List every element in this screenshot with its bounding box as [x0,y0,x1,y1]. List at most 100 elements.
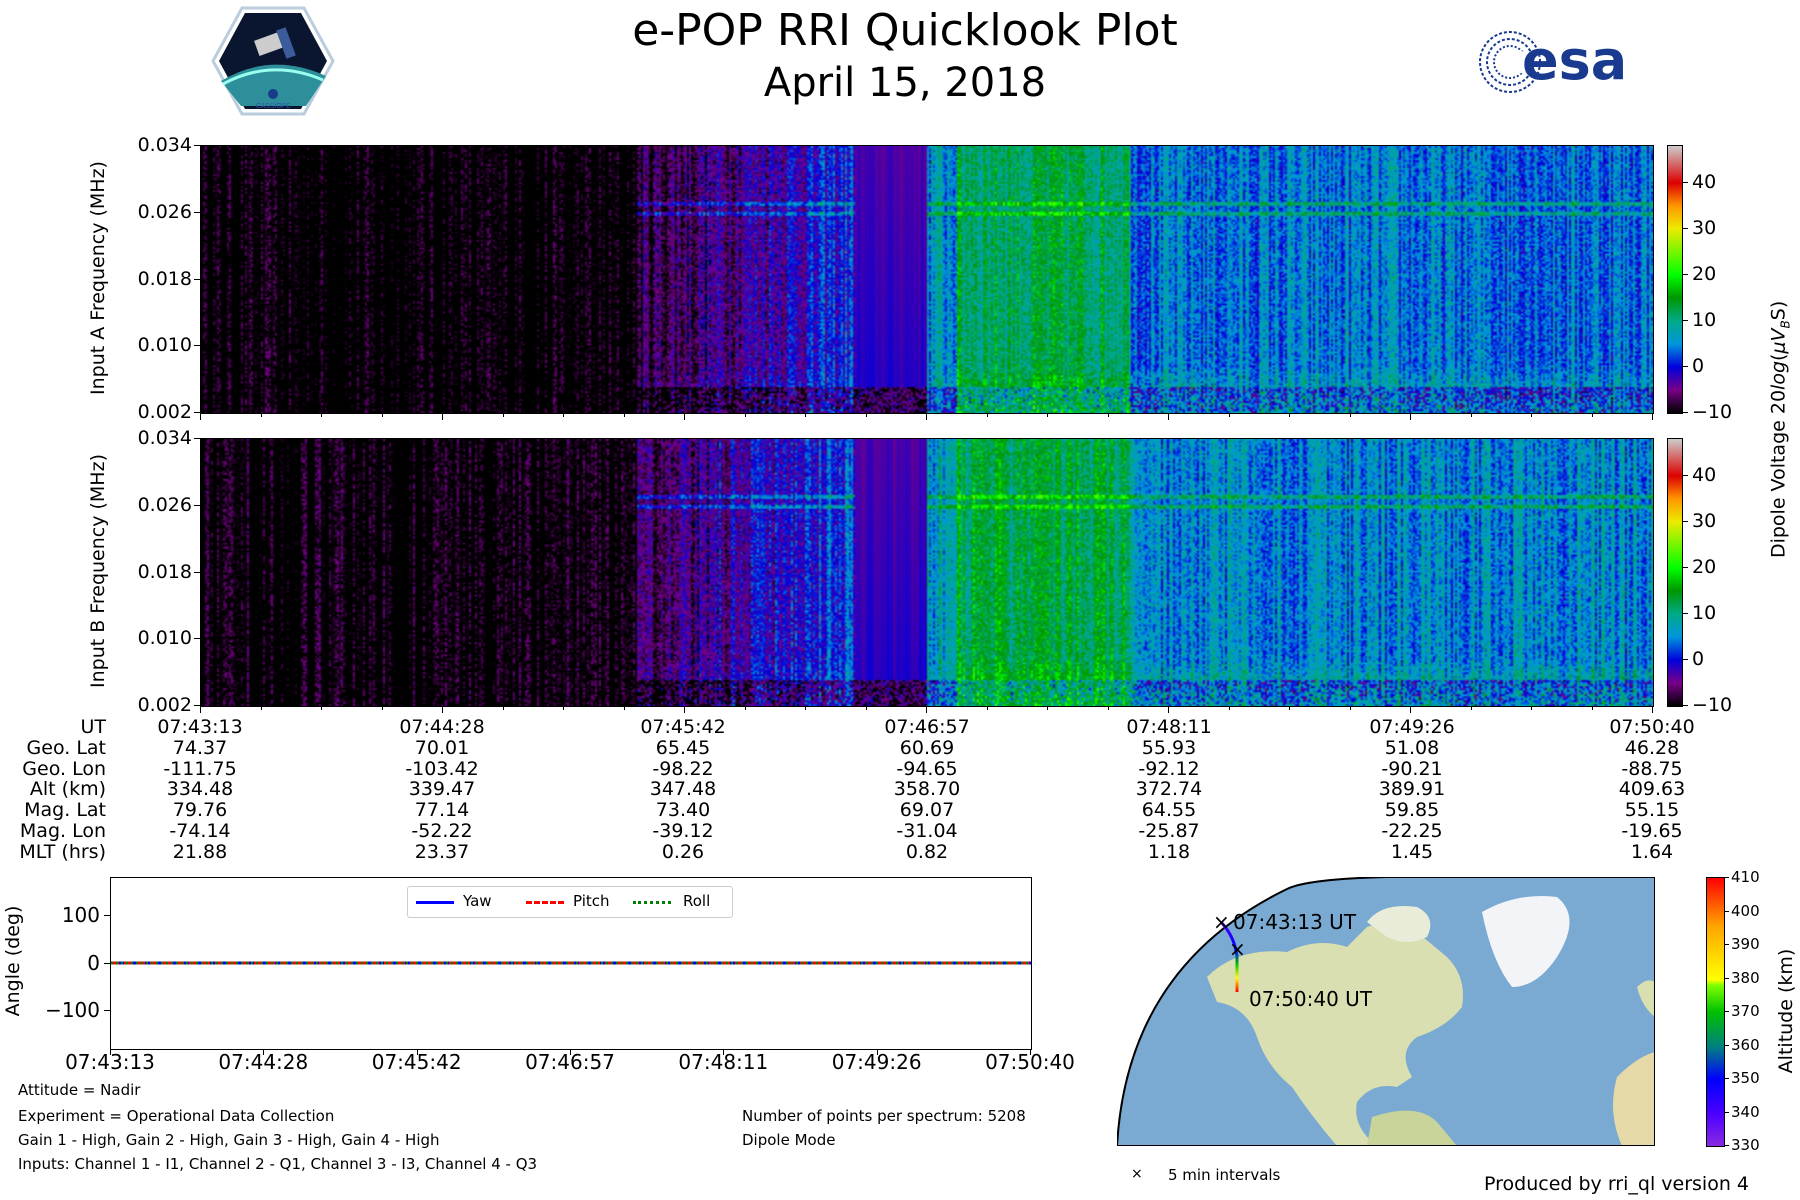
colorbar-tick-label: 40 [1692,170,1717,193]
altitude-tick-mark [1725,1078,1729,1079]
xtick-mark [1531,706,1532,710]
altitude-tick-mark [1725,944,1729,945]
yaw-legend-label: Yaw [463,892,492,910]
xtick-mark [442,413,443,420]
attitude-ytick-label: −100 [45,998,100,1022]
colorbar-tick-mark [1683,273,1688,275]
attitude-xtick-label: 07:49:26 [831,1050,922,1074]
xtick-mark [1591,413,1593,417]
xtick-mark [321,413,322,417]
colorbar-tick-label: 40 [1692,463,1717,486]
table-cell: 23.37 [414,840,470,863]
colorbar-tick-label: 20 [1692,262,1717,285]
spectrogram-a-ylabel: Input A Frequency (MHz) [87,161,109,395]
table-cell: 46.28 [1624,736,1680,759]
colorbar-tick-mark [1683,612,1688,614]
xtick-mark [805,706,806,710]
colorbar-tick-label: −10 [1692,694,1733,716]
pitch-legend-swatch [526,901,564,904]
xtick-mark [1228,706,1230,710]
xtick-mark [200,413,201,420]
colorbar-tick-mark [1683,412,1688,413]
table-row-label: UT [80,716,106,738]
ytick-mark [194,145,200,146]
xtick-mark [381,706,383,710]
xtick-mark [986,413,988,417]
spectrogram-input-b [200,438,1654,707]
table-cell: -88.75 [1621,757,1683,780]
europe [1637,980,1655,1017]
xtick-mark [260,413,262,417]
spectrogram-ytick-label: 0.018 [137,560,192,583]
table-cell: -39.12 [652,820,714,842]
colorbar-tick-mark [1683,658,1688,660]
xtick-mark [1470,413,1472,417]
plot-date: April 15, 2018 [763,60,1047,106]
altitude-tick-label: 350 [1731,1069,1760,1087]
table-cell: 339.47 [408,778,476,801]
table-cell: 51.08 [1384,736,1440,759]
spectrogram-ytick-label: 0.010 [137,627,192,650]
altitude-colorbar-label: Altitude (km) [1775,948,1797,1074]
xtick-mark [805,413,806,417]
colorbar-label-text: Dipole Voltage 20log(μVBS) [1767,300,1793,559]
xtick-mark [744,706,746,710]
table-cell: 1.18 [1147,840,1191,863]
colorbar-tick-mark [1683,365,1688,367]
xtick-mark [986,706,988,710]
ytick-mark [194,278,200,280]
spectrogram-ytick-label: 0.002 [137,401,192,423]
attitude-ytick-mark [104,962,110,964]
table-cell: 07:45:42 [640,716,726,738]
xtick-mark [926,706,927,713]
attitude-ytick-mark [104,1010,110,1011]
altitude-tick-mark [1725,1145,1729,1146]
xtick-mark [1107,706,1109,710]
attitude-plot: Yaw Pitch Roll [110,877,1032,1050]
spectrogram-ytick-label: 0.026 [137,200,192,223]
xtick-mark [623,706,625,710]
attitude-xtick-mark [570,1049,571,1055]
colorbar-tick-mark [1683,705,1688,706]
xtick-mark [1531,413,1532,417]
table-cell: -22.25 [1381,820,1443,842]
table-cell: 0.26 [661,840,705,863]
attitude-mode-text: Attitude = Nadir [18,1081,141,1099]
gains-text: Gain 1 - High, Gain 2 - High, Gain 3 - H… [18,1131,440,1149]
attitude-xtick-label: 07:45:42 [371,1050,462,1074]
altitude-tick-mark [1725,910,1729,912]
altitude-tick-label: 330 [1731,1136,1760,1154]
xtick-mark [1652,413,1653,420]
ytick-mark [194,345,200,347]
colorbar-tick-mark [1683,227,1688,229]
table-cell: 77.14 [414,799,470,822]
table-row-label: Mag. Lat [24,799,106,822]
altitude-tick-mark [1725,1044,1729,1046]
xtick-mark [1652,706,1653,713]
table-cell: 1.45 [1390,840,1434,863]
table-cell: 409.63 [1618,778,1686,801]
africa [1613,1052,1655,1146]
table-row-label: Mag. Lon [19,820,106,842]
altitude-tick-label: 360 [1731,1035,1760,1054]
xtick-mark [502,413,504,417]
greenland [1482,896,1570,987]
colorbar-tick-mark [1683,474,1688,476]
xtick-mark [502,706,504,710]
table-row-label: Geo. Lat [26,736,106,759]
ground-track [1219,920,1239,992]
attitude-xtick-mark [263,1049,265,1055]
xtick-mark [1228,413,1230,417]
table-cell: 347.48 [649,778,717,801]
track-interval-marker: × [1229,937,1246,961]
attitude-xtick-mark [723,1049,725,1055]
attitude-xtick-label: 07:46:57 [525,1050,615,1074]
table-cell: 07:46:57 [884,716,970,738]
table-cell: 07:44:28 [399,716,485,738]
altitude-tick-mark [1725,1011,1729,1012]
attitude-xtick-label: 07:48:11 [678,1050,769,1074]
colorbar-b [1667,438,1683,707]
xtick-mark [926,413,927,420]
ytick-mark [194,211,200,213]
table-cell: -98.22 [652,757,714,780]
